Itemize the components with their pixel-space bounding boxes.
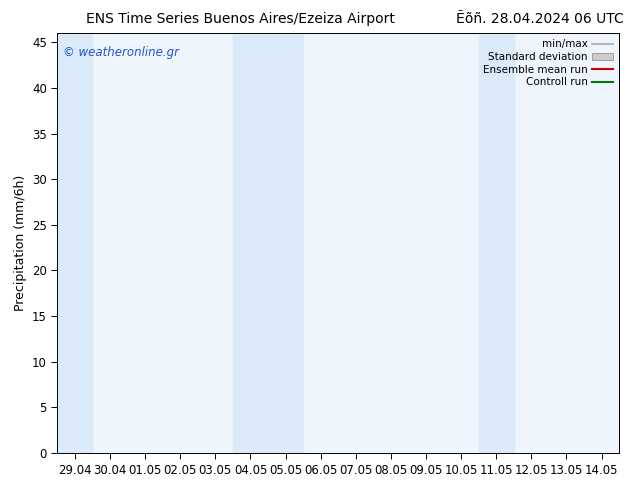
Legend: min/max, Standard deviation, Ensemble mean run, Controll run: min/max, Standard deviation, Ensemble me… — [479, 35, 617, 91]
Text: ENS Time Series Buenos Aires/Ezeiza Airport: ENS Time Series Buenos Aires/Ezeiza Airp… — [86, 12, 396, 26]
Bar — [57, 33, 93, 453]
Bar — [233, 33, 303, 453]
Y-axis label: Precipitation (mm/6h): Precipitation (mm/6h) — [13, 175, 27, 311]
Bar — [479, 33, 514, 453]
Text: © weatheronline.gr: © weatheronline.gr — [63, 46, 179, 59]
Text: Ẽõñ. 28.04.2024 06 UTC: Ẽõñ. 28.04.2024 06 UTC — [456, 12, 624, 26]
